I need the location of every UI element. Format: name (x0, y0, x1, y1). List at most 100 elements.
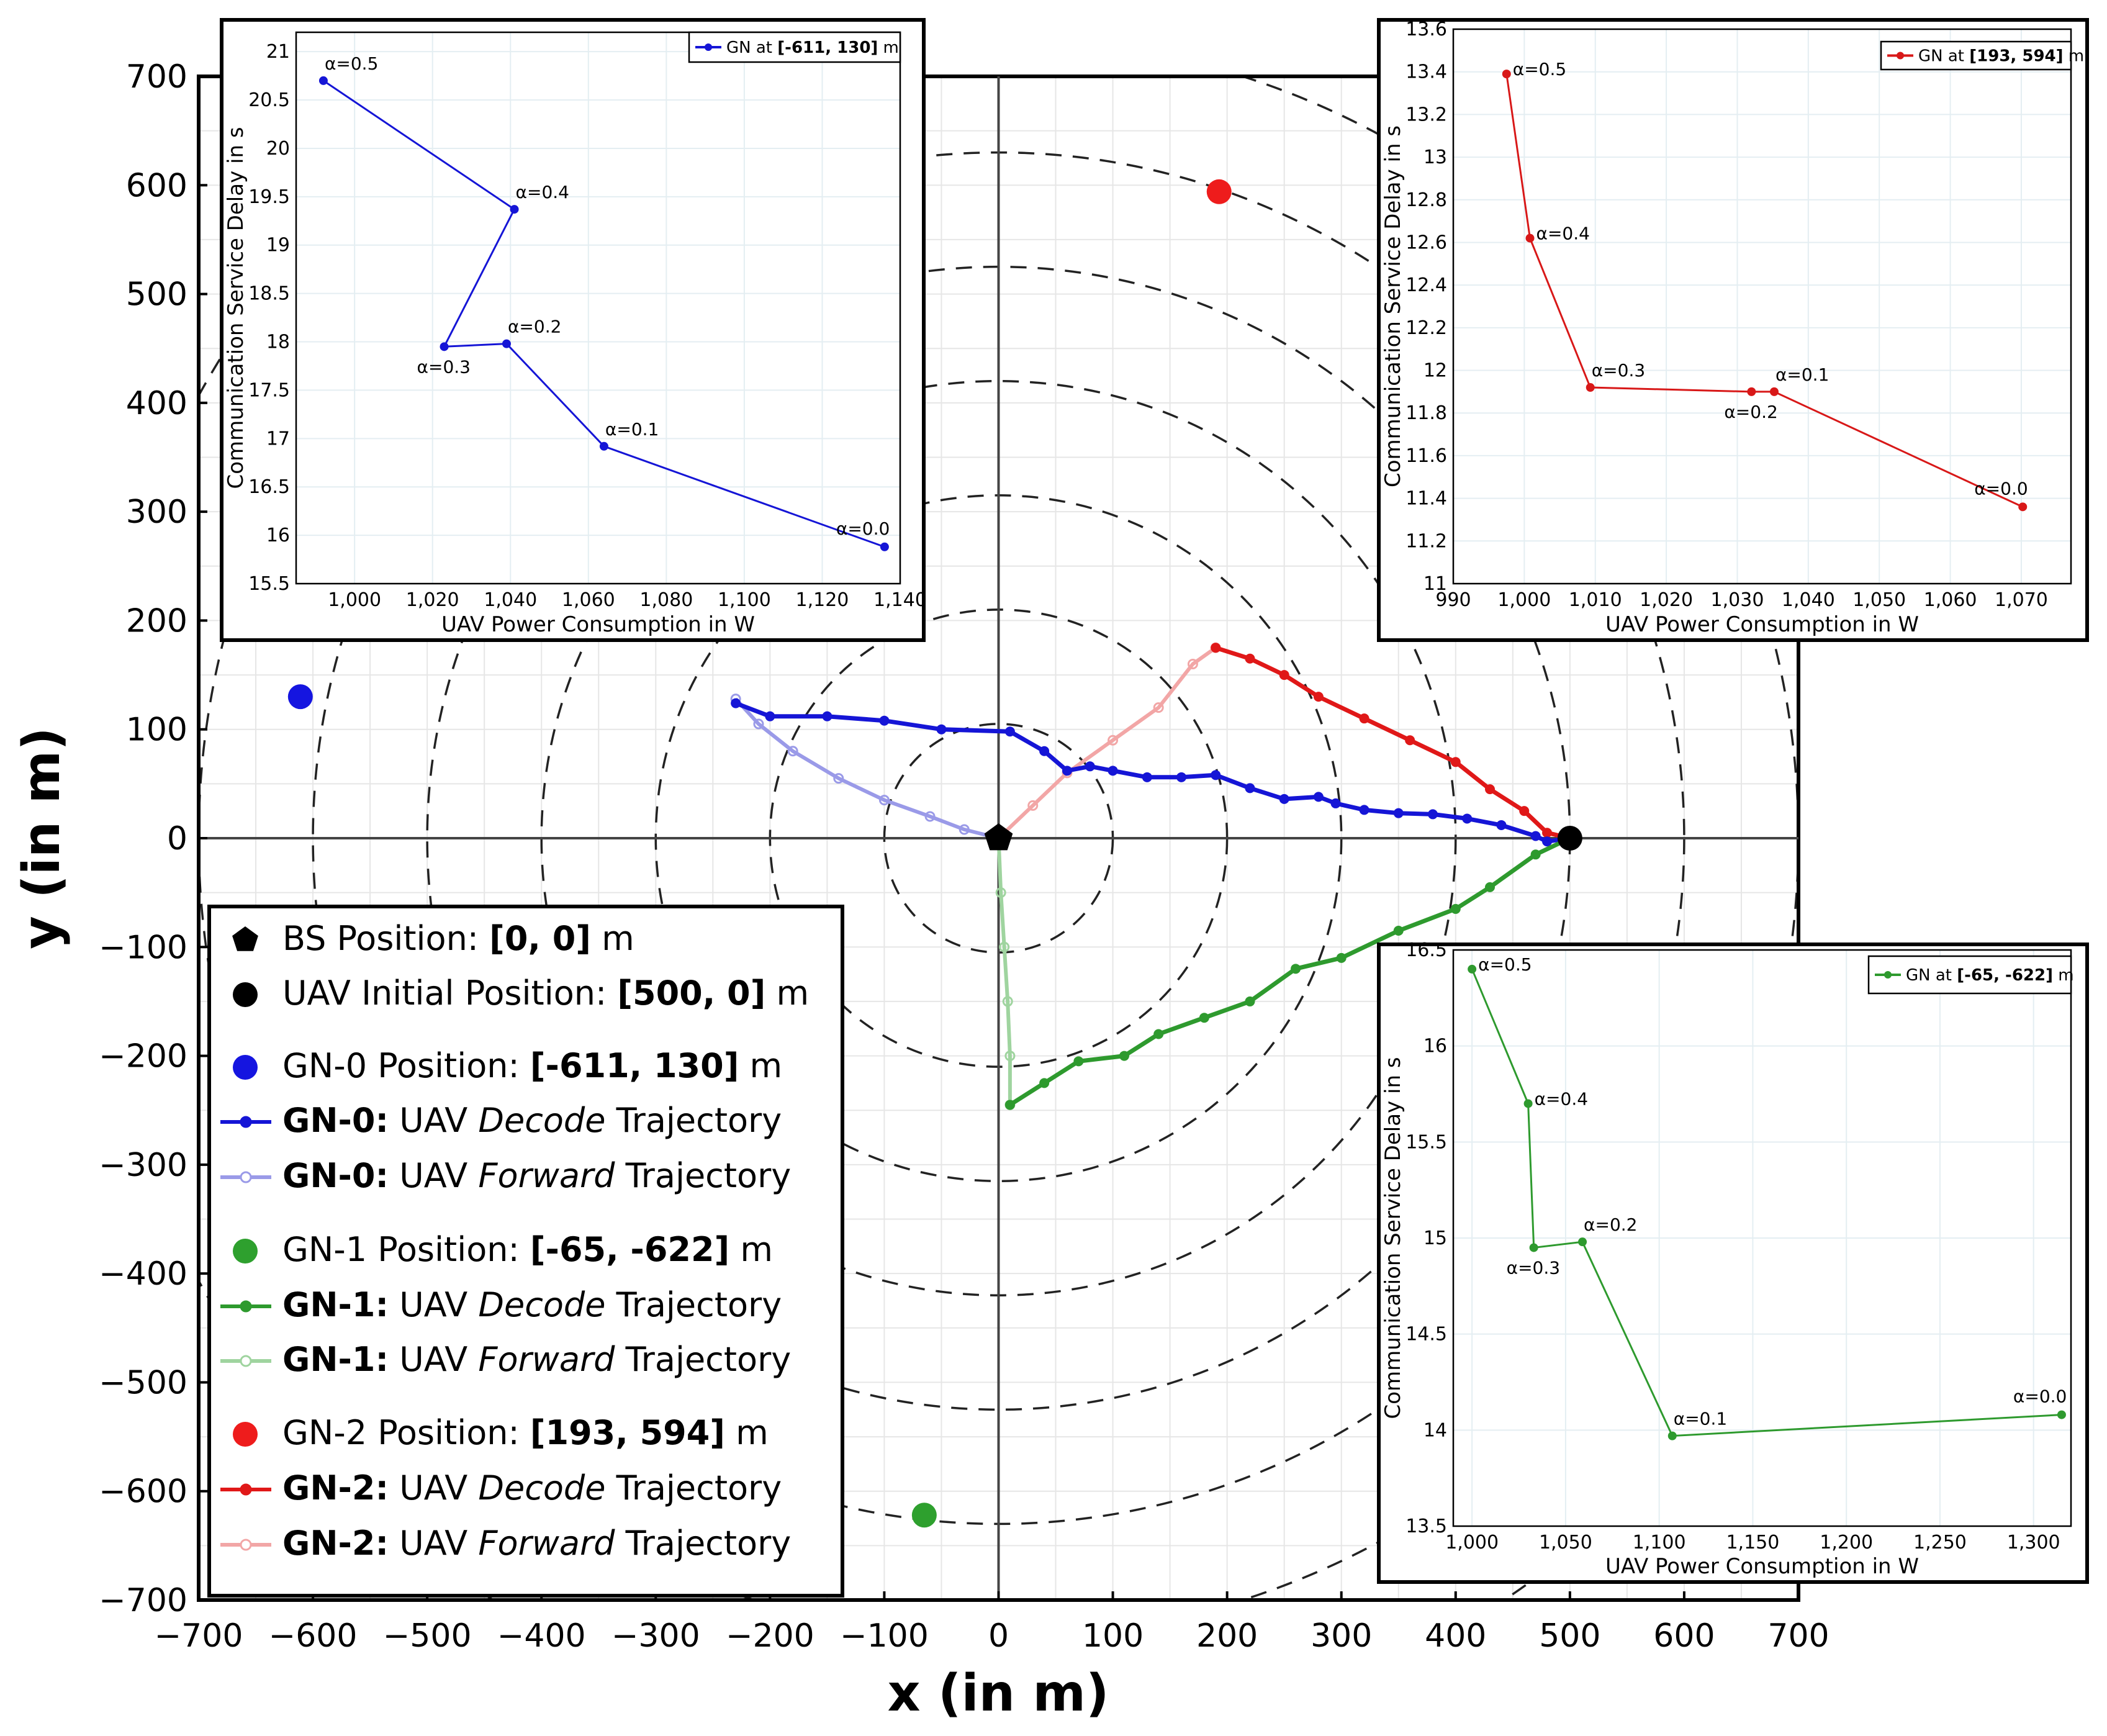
gn0-forward-line (734, 697, 999, 840)
inset-x-label: UAV Power Consumption in W (1605, 612, 1919, 637)
inset-x-tick-label: 1,060 (1924, 589, 1977, 611)
inset-point-label: α=0.2 (1724, 402, 1777, 422)
legend-suffix: Trajectory (605, 1101, 782, 1140)
legend-entry-text: GN-1: UAV Forward Trajectory (282, 1340, 791, 1379)
y-tick-label: 300 (126, 494, 187, 531)
inset-point (1578, 1237, 1587, 1247)
gn2-decode-point (1542, 828, 1553, 838)
y-tick-label: 100 (126, 712, 187, 749)
y-tick-label: 400 (126, 385, 187, 422)
inset-point-label: α=0.1 (1674, 1409, 1727, 1429)
gn2-decode-point (1485, 784, 1496, 795)
gn2-decode-point (1313, 692, 1324, 702)
y-tick-label: 600 (126, 167, 187, 204)
x-tick-label: −200 (726, 1617, 814, 1655)
gn2-decode-point (1211, 643, 1221, 653)
inset-y-tick-label: 12.4 (1405, 274, 1447, 296)
inset-gn2: 990 1,000 1,010 1,020 1,030 1,040 1,050 1,060 1,… (1377, 18, 2089, 642)
legend-bold-prefix: GN-1: (282, 1340, 389, 1379)
legend-suffix: m (765, 974, 809, 1013)
inset-point-label: α=0.1 (605, 419, 659, 440)
inset-point-label: α=0.0 (836, 518, 890, 539)
legend-marker-point (240, 1483, 252, 1496)
inset-y-tick-label: 19 (266, 235, 290, 256)
x-tick-label: −400 (497, 1617, 586, 1655)
inset-point (1667, 1431, 1677, 1440)
inset-x-tick-label: 1,120 (796, 589, 849, 611)
gn0-forward-point (833, 773, 844, 784)
legend-text: BS Position: (282, 919, 489, 958)
legend-text: GN-0 Position: (282, 1046, 530, 1085)
inset-legend-box (1867, 955, 2072, 995)
y-tick-label: −200 (99, 1038, 187, 1075)
inset-point-label: α=0.0 (1974, 478, 2028, 499)
inset-x-tick-label: 1,070 (1995, 589, 2048, 611)
gn1-decode-point (1199, 1013, 1209, 1023)
gn1-decode-point (1153, 1029, 1164, 1039)
legend-bold-value: [-611, 130] (530, 1046, 739, 1085)
inset-y-tick-label: 13.4 (1405, 61, 1447, 83)
legend-bold-value: [-65, -622] (530, 1230, 729, 1269)
inset-point (1747, 387, 1756, 396)
x-tick-label: −700 (155, 1617, 243, 1655)
gn0-decode-point (1359, 805, 1369, 815)
inset-legend-prefix: GN at (726, 38, 777, 57)
x-tick-label: −600 (269, 1617, 358, 1655)
gn0-decode-point (1142, 772, 1152, 782)
inset-point-label: α=0.2 (1584, 1214, 1637, 1235)
legend-bold-prefix: GN-0: (282, 1101, 389, 1140)
inset-y-tick-label: 11.2 (1405, 530, 1447, 552)
gn2-decode-point (1359, 713, 1369, 724)
inset-y-label: Communication Service Delay in s (1381, 1057, 1405, 1419)
gn0-marker (287, 684, 313, 710)
inset-y-tick-label: 11.4 (1405, 488, 1447, 510)
legend-suffix: m (725, 1413, 769, 1452)
legend-text: UAV (389, 1101, 478, 1140)
legend-suffix: Trajectory (605, 1468, 782, 1508)
gn2-decode-point (1245, 653, 1255, 664)
inset-point-label: α=0.1 (1775, 364, 1829, 385)
gn1-decode-point (1073, 1056, 1084, 1067)
inset-plot-frame (295, 31, 901, 585)
inset-y-tick-label: 18.5 (248, 283, 290, 305)
y-tick-label: 0 (167, 820, 187, 857)
legend-marker-dot (233, 1422, 258, 1447)
inset-x-tick-label: 1,200 (1820, 1532, 1873, 1553)
gn1-decode-point (1485, 882, 1496, 892)
inset-x-tick-label: 1,140 (873, 589, 927, 611)
gn1-decode-point (1004, 1100, 1015, 1110)
gn1-decode-point (1336, 952, 1347, 963)
inset-legend-point (705, 43, 712, 51)
legend-marker-dot (233, 1239, 258, 1264)
inset-legend-value: [-611, 130] (777, 38, 878, 57)
legend-text: GN-1 Position: (282, 1230, 530, 1269)
legend-italic: Forward (478, 1524, 615, 1563)
legend-entry-text: GN-1: UAV Decode Trajectory (282, 1285, 782, 1324)
gn0-decode-point (1004, 726, 1015, 737)
gn1-forward-line (996, 838, 1012, 1105)
gn0-forward-point (753, 718, 764, 730)
legend-entry-text: GN-0 Position: [-611, 130] m (282, 1046, 782, 1085)
gn0-decode-point (1313, 792, 1324, 802)
gn1-decode-point (1039, 1078, 1050, 1088)
inset-point-label: α=0.3 (417, 356, 471, 377)
gn2-marker (1206, 179, 1232, 204)
legend-entry-text: GN-0: UAV Forward Trajectory (282, 1156, 791, 1195)
inset-point-label: α=0.0 (2013, 1386, 2067, 1407)
legend-text: GN-2 Position: (282, 1413, 530, 1452)
inset-y-tick-label: 17 (266, 428, 290, 450)
inset-legend-box (688, 31, 901, 63)
inset-y-tick-label: 20 (266, 138, 290, 160)
inset-y-label: Communication Service Delay in s (223, 127, 248, 489)
legend-marker-dot (233, 1055, 258, 1080)
inset-point-label: α=0.4 (1536, 224, 1590, 244)
y-tick-label: −100 (99, 929, 187, 966)
legend-entry-text: GN-0: UAV Decode Trajectory (282, 1101, 782, 1140)
gn0-decode-point (936, 724, 947, 735)
inset-y-tick-label: 13.5 (1405, 1516, 1447, 1537)
inset-x-tick-label: 990 (1435, 589, 1471, 611)
y-tick-label: −700 (99, 1582, 187, 1619)
inset-x-tick-label: 1,050 (1539, 1532, 1592, 1553)
legend-marker-point (240, 1171, 252, 1183)
inset-y-tick-label: 14 (1423, 1419, 1447, 1441)
